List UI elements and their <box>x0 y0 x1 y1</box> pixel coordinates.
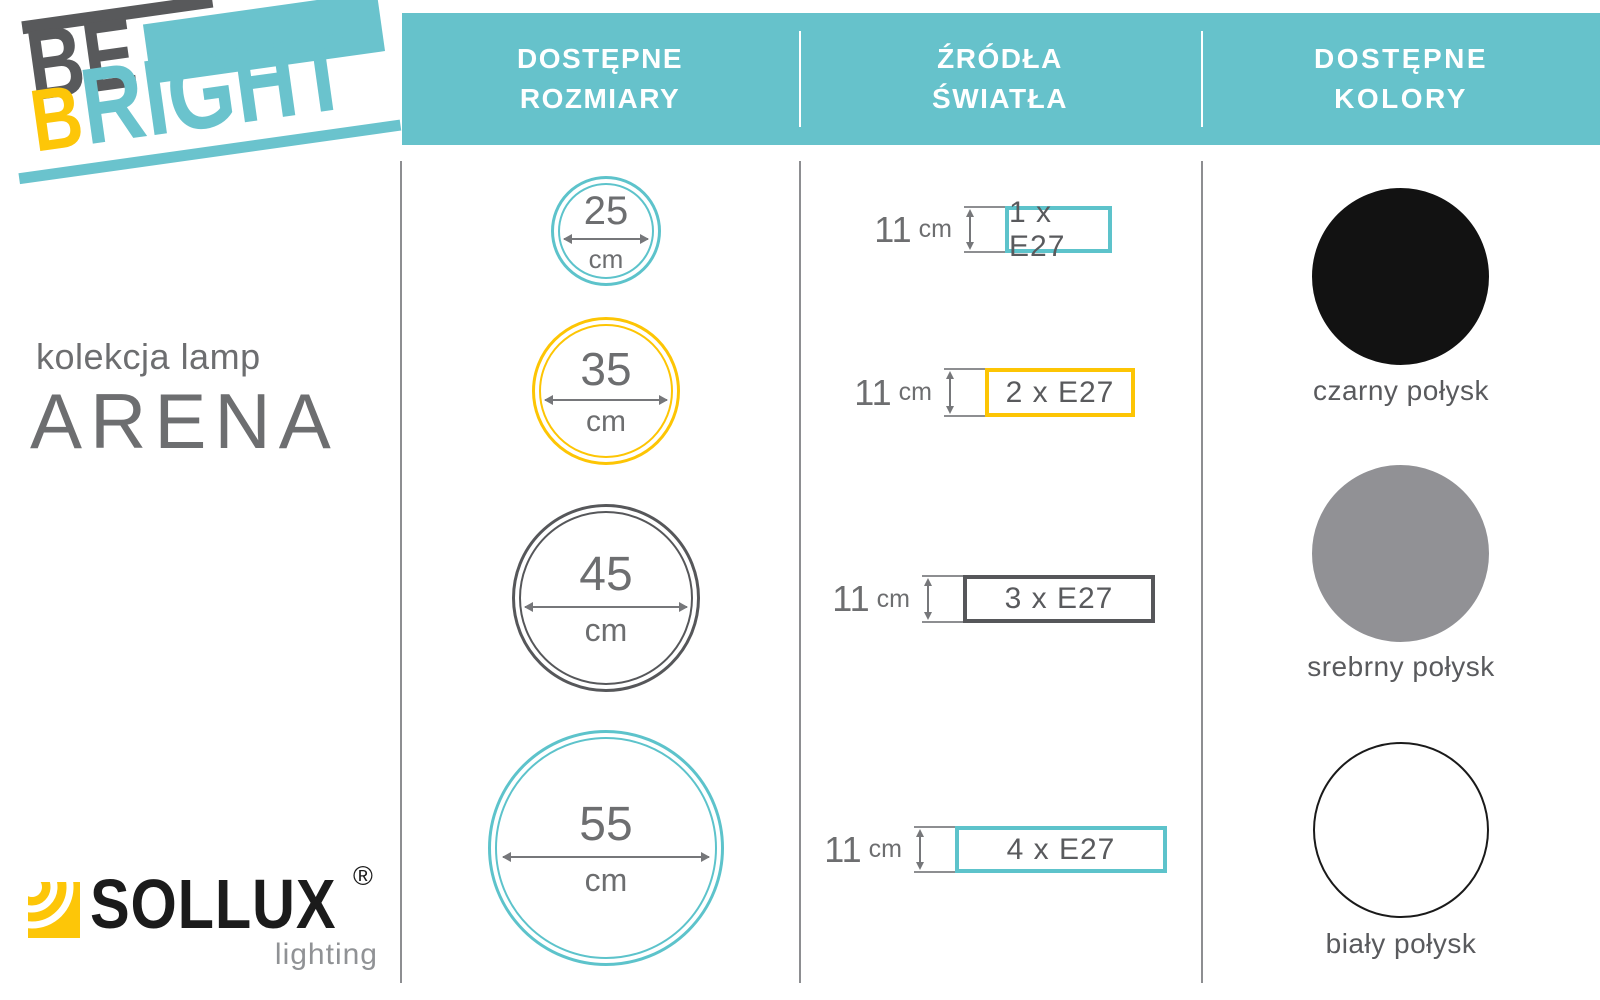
color-swatch-silver <box>1312 465 1489 642</box>
bulb-count-box: 1 x E27 <box>1005 196 1112 263</box>
size-value: 45 <box>579 547 633 601</box>
circle-outline <box>532 317 680 465</box>
color-label: biały połysk <box>1325 928 1477 959</box>
light-source-row-2: 11 cm 2 x E27 <box>812 368 1135 417</box>
bulb-count: 3 x E27 <box>1004 582 1114 615</box>
color-label: srebrny połysk <box>1307 651 1495 682</box>
color-swatch-black <box>1312 188 1489 365</box>
collection-label: kolekcja lamp <box>36 336 261 377</box>
size-unit: cm <box>584 861 628 898</box>
registered-trademark: ® <box>353 861 373 891</box>
height-value: 11 <box>874 208 912 250</box>
height-value: 11 <box>824 828 862 870</box>
circle-outline <box>488 730 724 966</box>
bulb-count: 1 x E27 <box>1009 195 1066 263</box>
header-sizes: DOSTĘPNE ROZMIARY <box>516 43 684 114</box>
height-value: 11 <box>832 578 870 619</box>
color-label: czarny połysk <box>1312 375 1490 406</box>
column-divider <box>799 161 801 983</box>
height-arrow-icon <box>924 578 932 620</box>
light-source-row-1: 11 cm 1 x E27 <box>832 196 1112 263</box>
diameter-arrow-icon <box>502 851 710 862</box>
sollux-wordmark: SOLLUX <box>90 865 337 943</box>
sollux-tagline: lighting <box>274 938 378 971</box>
size-value: 25 <box>583 188 629 233</box>
height-arrow-icon <box>946 371 954 414</box>
size-unit: cm <box>586 404 626 438</box>
collection-name: ARENA <box>30 377 339 465</box>
size-unit: cm <box>584 611 628 648</box>
size-value: 55 <box>579 797 633 851</box>
height-arrow-icon <box>916 829 924 870</box>
column-divider <box>400 161 402 983</box>
bulb-count-box: 2 x E27 <box>985 368 1135 417</box>
size-circle-45: 45 cm <box>512 504 700 692</box>
color-swatch-white <box>1313 742 1489 918</box>
sollux-logo: SOLLUX ® lighting <box>28 858 388 978</box>
bulb-count: 2 x E27 <box>1005 375 1115 409</box>
height-unit: cm <box>898 378 932 406</box>
size-circle-35: 35 cm <box>532 317 680 465</box>
diameter-arrow-icon <box>544 394 668 405</box>
column-divider <box>1201 161 1203 983</box>
height-arrow-icon <box>966 209 974 250</box>
bulb-count-box: 4 x E27 <box>955 826 1167 873</box>
bulb-count-box: 3 x E27 <box>963 575 1155 623</box>
height-unit: cm <box>918 215 952 243</box>
diameter-arrow-icon <box>524 601 688 612</box>
header-colors: DOSTĘPNE KOLORY <box>1313 43 1489 114</box>
sollux-emblem-icon <box>28 882 80 938</box>
light-source-row-3: 11 cm 3 x E27 <box>790 575 1155 623</box>
header-band <box>402 13 1600 145</box>
height-unit: cm <box>868 835 902 863</box>
light-source-row-4: 11 cm 4 x E27 <box>782 826 1167 873</box>
header-separator <box>799 31 801 127</box>
height-value: 11 <box>854 371 892 413</box>
height-unit: cm <box>876 584 910 613</box>
circle-outline <box>551 176 661 286</box>
size-value: 35 <box>580 342 632 395</box>
header-sources: ŹRÓDŁA ŚWIATŁA <box>932 43 1068 114</box>
be-bright-logo: BE B RIGHT <box>16 0 442 225</box>
size-unit: cm <box>588 243 624 274</box>
size-circle-55: 55 cm <box>488 730 724 966</box>
diameter-arrow-icon <box>563 233 649 244</box>
bulb-count: 4 x E27 <box>1006 832 1116 866</box>
size-circle-25: 25 cm <box>551 176 661 286</box>
header-separator <box>1201 31 1203 127</box>
circle-outline <box>512 504 700 692</box>
